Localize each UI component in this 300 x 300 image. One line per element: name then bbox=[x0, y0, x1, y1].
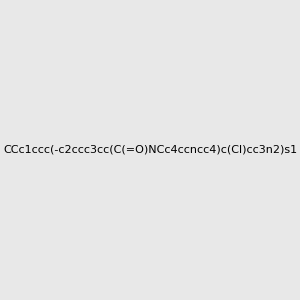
Text: CCc1ccc(-c2ccc3cc(C(=O)NCc4ccncc4)c(Cl)cc3n2)s1: CCc1ccc(-c2ccc3cc(C(=O)NCc4ccncc4)c(Cl)c… bbox=[3, 145, 297, 155]
